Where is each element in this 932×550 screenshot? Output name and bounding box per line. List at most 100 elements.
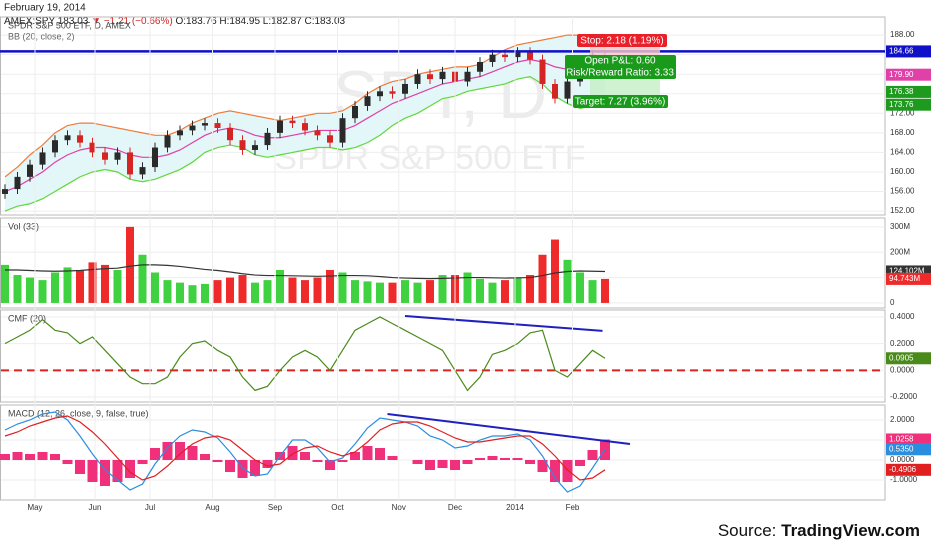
volume-bar [401,280,409,303]
volume-bar [113,269,122,303]
candle-body [264,132,271,146]
histogram-bar [362,446,373,460]
y-tick-label: 0.4000 [890,312,915,321]
volume-bar [176,282,184,303]
axis-value-box [886,433,931,446]
axis-value-box [886,463,931,476]
candle-body [27,164,33,177]
x-tick-label: May [27,503,42,512]
x-tick-label: Oct [331,503,344,512]
volume-bar [326,269,334,303]
stop-box [577,34,667,47]
candle-body [189,125,196,131]
series-line [4,316,606,392]
candle-body [527,52,533,60]
axis-value-box [886,443,931,456]
volume-bar [338,272,347,303]
volume-bar [138,254,147,303]
histogram-bar [125,460,135,478]
candle-body [427,74,433,80]
y-tick-label: 156.00 [890,187,915,196]
volume-bar [76,269,84,303]
candle-body [402,83,408,94]
candle-body [239,140,246,150]
x-tick-label: Dec [448,503,462,512]
x-tick-label: Feb [566,503,580,512]
axis-value-box [886,68,931,81]
candle-body [2,189,8,194]
panel-title: SPDR S&P 500 ETF, D, AMEX [8,20,131,30]
candle-body [77,135,83,143]
candle-body [377,91,383,97]
y-tick-label: 164.00 [890,148,915,157]
axis-value-label: 94.743M [889,274,920,283]
axis-value-label: 173.76 [889,100,914,109]
axis-value-label: 179.90 [889,70,914,79]
volume-bar [388,282,397,303]
histogram-bar [487,456,498,460]
panel-frame [0,16,886,216]
stop-label: Stop: 2.18 (1.19%) [580,36,663,47]
axis-value-label: -0.4906 [889,465,917,474]
volume-bar [38,280,47,303]
candle-body [464,71,471,82]
volume-bar [488,282,497,303]
histogram-bar [325,460,335,470]
histogram-bar [25,454,35,460]
volume-bar [263,280,272,303]
symbol: AMEX:SPY 183.03 [4,16,89,27]
y-tick-label: 0.2000 [890,339,915,348]
candle-body [177,130,183,136]
volume-bar [163,280,172,303]
candle-body [489,54,496,62]
candle-body [252,145,258,150]
panel-title: CMF (20) [8,313,46,323]
candle-body [102,152,108,160]
volume-bar [1,264,9,303]
histogram-bar [100,460,110,486]
candle-body [552,83,558,99]
histogram-bar [450,460,460,470]
candle-body [502,54,508,58]
y-tick-label: 160.00 [890,167,915,176]
histogram-bar [87,460,98,482]
candle-body [127,152,133,175]
quote: AMEX:SPY 183.03 ▼ −1.21 (−0.66%) O:183.7… [4,16,346,27]
candle-body [164,135,171,148]
volume-bar [501,280,509,303]
histogram-bar [175,442,185,460]
volume-bar [188,285,197,303]
panel-subtitle: BB (20, close, 2) [8,31,75,41]
y-tick-label: 0 [890,298,895,307]
volume-bar [51,272,59,303]
volume-bar [276,269,284,303]
candle-body [64,135,71,141]
candle-body [214,123,221,128]
volume-bar [63,267,72,303]
histogram-bar [187,446,198,460]
candle-body [39,152,46,165]
panel-frame [0,404,886,501]
histogram-bar [437,460,448,468]
y-tick-label: -1.0000 [890,475,918,484]
candle-body [539,59,546,84]
histogram-bar [375,448,385,460]
histogram-bar [312,460,323,462]
volume-bar [588,280,597,303]
candle-body [52,140,58,153]
volume-bar [351,280,359,303]
candle-body [139,167,146,175]
histogram-bar [525,460,535,464]
histogram-bar [350,452,360,460]
axis-value-label: 124.102M [889,267,925,276]
series-line [5,264,606,280]
date: February 19, 2014 [4,3,86,14]
plot: 152.00 156.00 160.00 164.00 168.00 172.00 176.… [0,16,931,512]
histogram-bar [0,454,10,460]
histogram-bar [425,460,435,470]
volume-bar [238,275,247,303]
y-tick-label: 168.00 [890,128,915,137]
axis-value-box [886,85,931,98]
